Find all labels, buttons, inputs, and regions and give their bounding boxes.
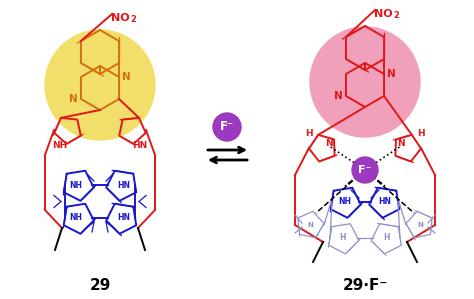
Text: N: N bbox=[69, 94, 78, 104]
Text: N: N bbox=[325, 138, 333, 147]
Text: H: H bbox=[417, 129, 425, 138]
Text: 29: 29 bbox=[89, 277, 111, 292]
Text: F⁻: F⁻ bbox=[220, 120, 234, 133]
Text: H: H bbox=[340, 234, 346, 242]
Circle shape bbox=[213, 113, 241, 141]
Circle shape bbox=[45, 30, 155, 140]
Text: HN: HN bbox=[118, 181, 130, 190]
Text: NH: NH bbox=[52, 141, 68, 150]
Text: 2: 2 bbox=[393, 11, 399, 21]
Text: N: N bbox=[334, 91, 343, 101]
Text: HN: HN bbox=[132, 141, 147, 150]
Text: N: N bbox=[122, 72, 131, 82]
Text: N: N bbox=[397, 138, 405, 147]
Text: H: H bbox=[305, 129, 313, 138]
Text: N: N bbox=[307, 222, 313, 228]
Text: H: H bbox=[384, 234, 390, 242]
Text: NH: NH bbox=[338, 198, 352, 207]
Text: 29·F⁻: 29·F⁻ bbox=[342, 277, 388, 292]
Text: NH: NH bbox=[70, 213, 82, 222]
Text: N: N bbox=[417, 222, 423, 228]
Text: 2: 2 bbox=[130, 16, 136, 25]
Text: NO: NO bbox=[374, 9, 392, 19]
Text: NO: NO bbox=[111, 13, 129, 23]
Text: HN: HN bbox=[118, 213, 130, 222]
Circle shape bbox=[352, 157, 378, 183]
Circle shape bbox=[310, 27, 420, 137]
Text: N: N bbox=[387, 69, 396, 79]
Text: F⁻: F⁻ bbox=[358, 165, 372, 175]
Text: NH: NH bbox=[70, 181, 82, 190]
Text: HN: HN bbox=[379, 198, 392, 207]
